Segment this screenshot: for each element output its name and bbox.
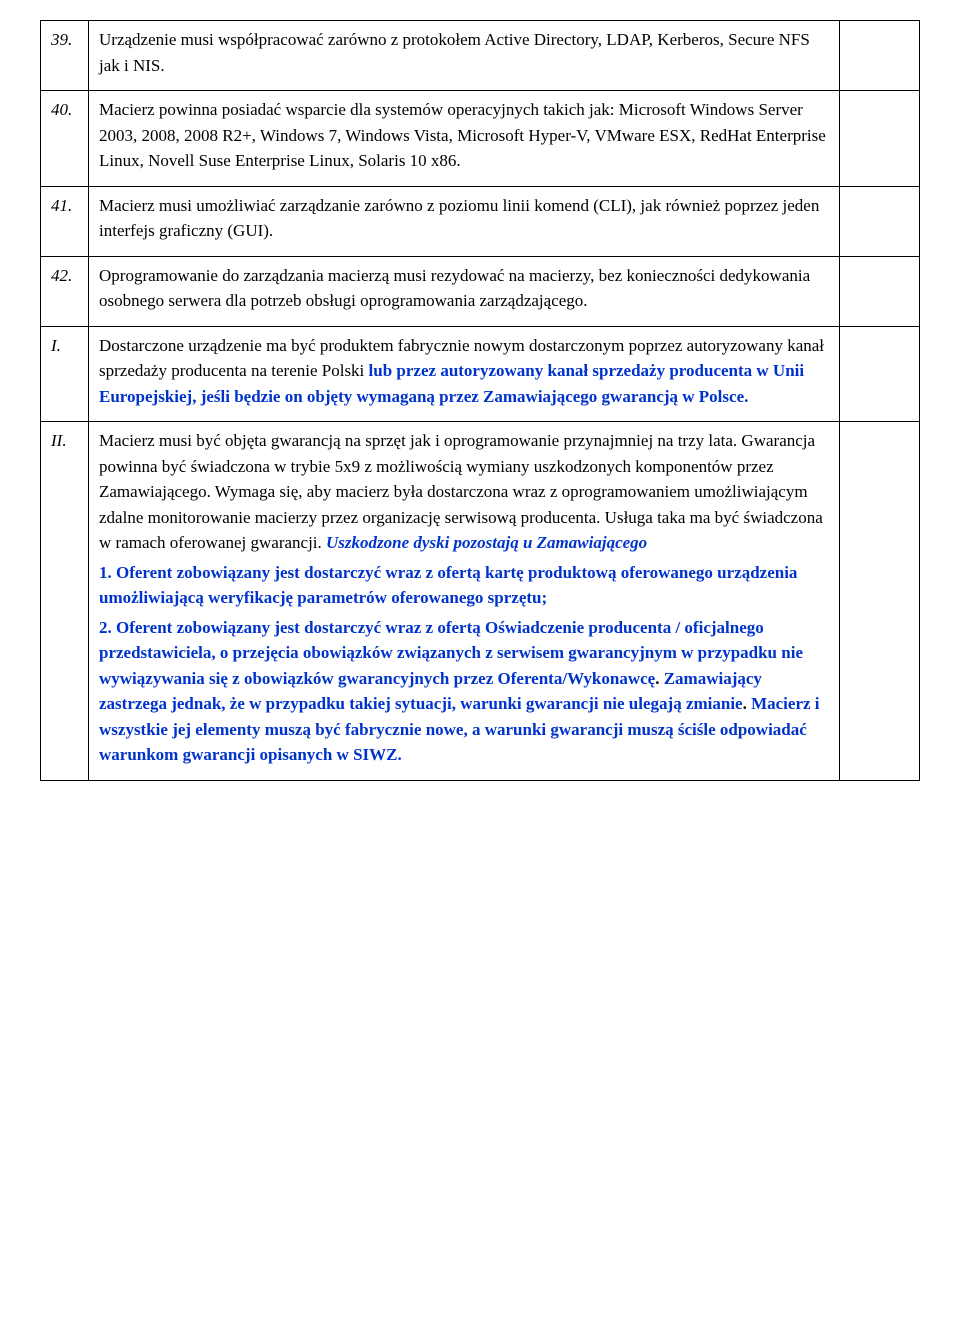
text-segment: Uszkodzone dyski pozostają u Zamawiające… <box>326 533 647 552</box>
requirements-table-body: 39.Urządzenie musi współpracować zarówno… <box>41 21 920 781</box>
table-row: 40.Macierz powinna posiadać wsparcie dla… <box>41 91 920 187</box>
row-body: Macierz musi umożliwiać zarządzanie zaró… <box>89 186 840 256</box>
text-segment: 1. Oferent zobowiązany jest dostarczyć w… <box>99 563 797 608</box>
row-empty-cell <box>840 256 920 326</box>
row-number: 42. <box>41 256 89 326</box>
table-row: I.Dostarczone urządzenie ma być produkte… <box>41 326 920 422</box>
row-number: 40. <box>41 91 89 187</box>
row-body: Urządzenie musi współpracować zarówno z … <box>89 21 840 91</box>
row-number: I. <box>41 326 89 422</box>
row-empty-cell <box>840 422 920 781</box>
row-body: Macierz powinna posiadać wsparcie dla sy… <box>89 91 840 187</box>
row-body: Macierz musi być objęta gwarancją na spr… <box>89 422 840 781</box>
row-body: Oprogramowanie do zarządzania macierzą m… <box>89 256 840 326</box>
table-row: 41.Macierz musi umożliwiać zarządzanie z… <box>41 186 920 256</box>
text-segment: Macierz powinna posiadać wsparcie dla sy… <box>99 100 826 170</box>
table-row: II.Macierz musi być objęta gwarancją na … <box>41 422 920 781</box>
row-empty-cell <box>840 326 920 422</box>
requirements-table: 39.Urządzenie musi współpracować zarówno… <box>40 20 920 781</box>
row-empty-cell <box>840 186 920 256</box>
page-container: 39.Urządzenie musi współpracować zarówno… <box>0 0 960 1328</box>
row-body: Dostarczone urządzenie ma być produktem … <box>89 326 840 422</box>
text-segment: Urządzenie musi współpracować zarówno z … <box>99 30 810 75</box>
row-empty-cell <box>840 91 920 187</box>
text-segment: . <box>655 669 664 688</box>
text-segment: Macierz musi umożliwiać zarządzanie zaró… <box>99 196 819 241</box>
table-row: 42.Oprogramowanie do zarządzania macierz… <box>41 256 920 326</box>
row-number: 41. <box>41 186 89 256</box>
text-segment: Oprogramowanie do zarządzania macierzą m… <box>99 266 810 311</box>
text-segment: . <box>743 694 752 713</box>
row-empty-cell <box>840 21 920 91</box>
row-number: II. <box>41 422 89 781</box>
table-row: 39.Urządzenie musi współpracować zarówno… <box>41 21 920 91</box>
row-number: 39. <box>41 21 89 91</box>
